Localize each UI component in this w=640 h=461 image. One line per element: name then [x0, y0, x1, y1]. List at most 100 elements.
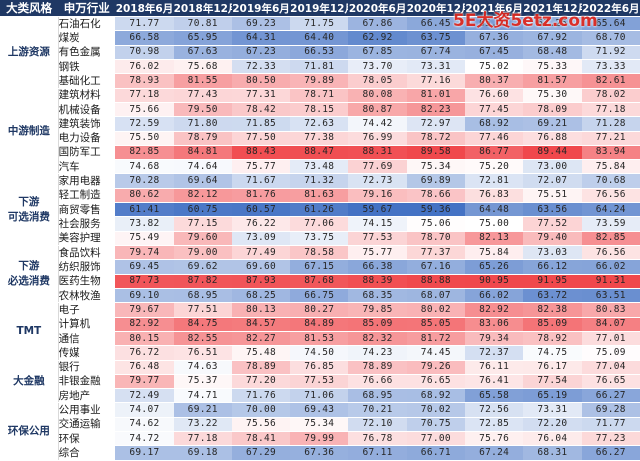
value-cell: 76.72 [115, 345, 174, 361]
value-cell: 74.50 [290, 345, 349, 361]
value-cell: 77.18 [173, 431, 232, 447]
value-cell: 75.30 [523, 87, 582, 103]
industry-label: 建筑材料 [58, 87, 116, 103]
value-cell: 77.18 [581, 102, 640, 118]
value-cell: 85.09 [523, 317, 582, 332]
value-cell: 72.10 [348, 417, 407, 433]
value-cell: 65.64 [581, 16, 640, 32]
table-row: 美容护理 75.49 79.60 73.09 73.75 77.53 78.70 82.13 7… [0, 231, 640, 247]
value-cell: 82.32 [348, 331, 407, 347]
value-cell: 75.77 [231, 159, 291, 175]
value-cell: 70.02 [406, 402, 465, 418]
value-cell: 72.63 [290, 116, 349, 132]
value-cell: 79.00 [173, 244, 232, 261]
value-cell: 78.05 [348, 73, 407, 89]
value-cell: 69.23 [231, 16, 291, 32]
value-cell: 78.70 [406, 231, 465, 247]
value-cell: 63.56 [523, 202, 582, 218]
value-cell: 76.51 [173, 345, 232, 361]
value-cell: 69.10 [115, 288, 174, 304]
table-row: 非银金融 79.77 75.37 77.20 77.53 76.66 76.65 76.41 7… [0, 374, 640, 390]
value-cell: 66.58 [115, 30, 174, 46]
value-cell: 82.61 [581, 73, 640, 89]
industry-label: 银行 [58, 359, 116, 375]
value-cell: 74.45 [406, 345, 465, 361]
value-cell: 77.20 [231, 374, 291, 390]
value-cell: 80.62 [115, 188, 174, 204]
value-cell: 76.56 [581, 188, 640, 204]
value-cell: 79.40 [523, 231, 582, 247]
industry-label: 电力设备 [58, 131, 116, 146]
value-cell: 79.85 [348, 302, 407, 318]
table-row: 上游资源 石油石化 71.77 70.81 69.23 71.75 67.86 66.45 65… [0, 16, 640, 89]
value-cell: 86.77 [465, 145, 524, 161]
value-cell: 88.43 [231, 145, 291, 161]
value-cell: 74.68 [115, 159, 174, 175]
industry-label: 房地产 [58, 388, 116, 404]
value-cell: 79.34 [465, 331, 524, 347]
value-cell: 75.84 [581, 159, 640, 175]
value-cell: 84.81 [173, 145, 232, 161]
value-cell: 76.02 [115, 59, 174, 75]
value-cell: 71.76 [231, 388, 291, 404]
value-cell: 76.85 [290, 359, 349, 375]
value-cell: 68.07 [406, 288, 465, 304]
value-cell: 75.84 [465, 244, 524, 261]
table-row: 房地产 72.49 74.71 71.76 71.06 68.95 68.92 65.58 65… [0, 388, 640, 404]
value-cell: 71.92 [581, 45, 640, 60]
value-cell: 77.21 [581, 131, 640, 146]
value-cell: 78.89 [231, 359, 291, 375]
industry-label: 钢铁 [58, 59, 116, 75]
style-group-label: 中游制造 [0, 87, 59, 175]
value-cell: 76.65 [581, 374, 640, 390]
value-cell: 81.63 [290, 188, 349, 204]
value-cell: 75.00 [465, 216, 524, 232]
value-cell: 77.54 [523, 374, 582, 390]
value-cell: 77.38 [290, 131, 349, 146]
table-body: 上游资源 石油石化 71.77 70.81 69.23 71.75 67.86 66.45 65… [0, 16, 640, 461]
value-cell: 77.45 [465, 102, 524, 118]
value-cell: 76.83 [465, 188, 524, 204]
value-cell: 66.45 [406, 16, 465, 32]
value-cell: 72.37 [465, 345, 524, 361]
industry-label: 机械设备 [58, 102, 116, 118]
value-cell: 64.24 [581, 202, 640, 218]
industry-label: 社会服务 [58, 216, 116, 232]
value-cell: 60.57 [231, 202, 291, 218]
value-cell: 72.97 [406, 116, 465, 132]
industry-label: 美容护理 [58, 231, 116, 247]
industry-label: 综合 [58, 445, 116, 461]
header-period: 2019年6月 [231, 0, 291, 17]
value-cell: 88.88 [406, 274, 465, 289]
value-cell: 71.77 [581, 417, 640, 433]
value-cell: 84.75 [173, 317, 232, 332]
value-cell: 75.33 [523, 59, 582, 75]
table-row: 下游 可选消费 家用电器 70.28 69.64 71.67 71.32 72.73 69.89… [0, 173, 640, 246]
value-cell: 76.60 [465, 87, 524, 103]
value-cell: 77.53 [348, 231, 407, 247]
value-cell: 67.45 [465, 45, 524, 60]
value-cell: 73.33 [581, 59, 640, 75]
value-cell: 74.64 [173, 159, 232, 175]
header-period: 2018年6月 [115, 0, 174, 17]
value-cell: 73.75 [290, 231, 349, 247]
value-cell: 65.26 [465, 259, 524, 275]
value-cell: 75.02 [465, 59, 524, 75]
value-cell: 73.82 [115, 216, 174, 232]
value-cell: 68.95 [173, 288, 232, 304]
style-group-label: 上游资源 [0, 16, 59, 89]
value-cell: 80.08 [348, 87, 407, 103]
industry-label: 传媒 [58, 345, 116, 361]
value-cell: 65.19 [523, 388, 582, 404]
value-cell: 78.93 [115, 73, 174, 89]
industry-label: 纺织服饰 [58, 259, 116, 275]
style-group-label: 下游 必选消费 [0, 244, 59, 304]
value-cell: 80.50 [231, 73, 291, 89]
value-cell: 73.48 [290, 159, 349, 175]
table-row: 综合 69.17 69.18 67.29 67.36 67.11 66.71 67.24 68.… [0, 445, 640, 461]
value-cell: 61.26 [290, 202, 349, 218]
value-cell: 78.09 [523, 102, 582, 118]
value-cell: 59.67 [348, 202, 407, 218]
industry-label: 公用事业 [58, 402, 116, 418]
value-cell: 88.31 [348, 145, 407, 161]
